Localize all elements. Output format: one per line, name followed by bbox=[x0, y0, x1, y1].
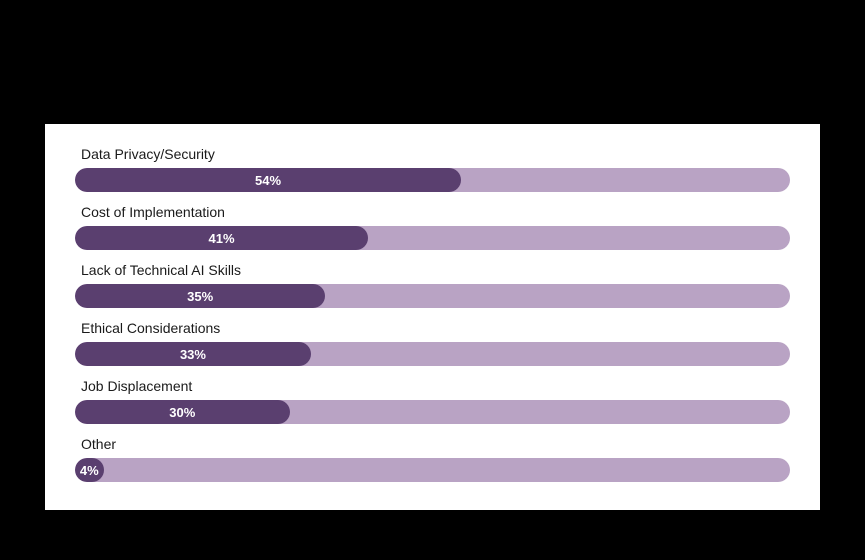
bar-track: 54% bbox=[75, 168, 790, 192]
bar-fill: 54% bbox=[75, 168, 461, 192]
bar-row: Cost of Implementation 41% bbox=[75, 204, 790, 250]
bar-row: Lack of Technical AI Skills 35% bbox=[75, 262, 790, 308]
bar-track: 33% bbox=[75, 342, 790, 366]
bar-label: Lack of Technical AI Skills bbox=[81, 262, 790, 278]
bar-value: 54% bbox=[255, 173, 281, 188]
bar-label: Other bbox=[81, 436, 790, 452]
bar-value: 35% bbox=[187, 289, 213, 304]
bar-value: 4% bbox=[80, 463, 99, 478]
bar-track: 41% bbox=[75, 226, 790, 250]
bar-fill: 4% bbox=[75, 458, 104, 482]
bar-track: 35% bbox=[75, 284, 790, 308]
bar-track: 30% bbox=[75, 400, 790, 424]
bar-fill: 33% bbox=[75, 342, 311, 366]
bar-value: 41% bbox=[209, 231, 235, 246]
bar-row: Ethical Considerations 33% bbox=[75, 320, 790, 366]
bar-value: 33% bbox=[180, 347, 206, 362]
chart-card: Data Privacy/Security 54% Cost of Implem… bbox=[45, 124, 820, 510]
bar-label: Ethical Considerations bbox=[81, 320, 790, 336]
bar-track: 4% bbox=[75, 458, 790, 482]
bar-label: Job Displacement bbox=[81, 378, 790, 394]
bar-fill: 30% bbox=[75, 400, 290, 424]
bar-fill: 35% bbox=[75, 284, 325, 308]
bar-label: Data Privacy/Security bbox=[81, 146, 790, 162]
bar-row: Other 4% bbox=[75, 436, 790, 482]
bar-row: Job Displacement 30% bbox=[75, 378, 790, 424]
bar-label: Cost of Implementation bbox=[81, 204, 790, 220]
bar-value: 30% bbox=[169, 405, 195, 420]
bar-row: Data Privacy/Security 54% bbox=[75, 146, 790, 192]
bar-fill: 41% bbox=[75, 226, 368, 250]
